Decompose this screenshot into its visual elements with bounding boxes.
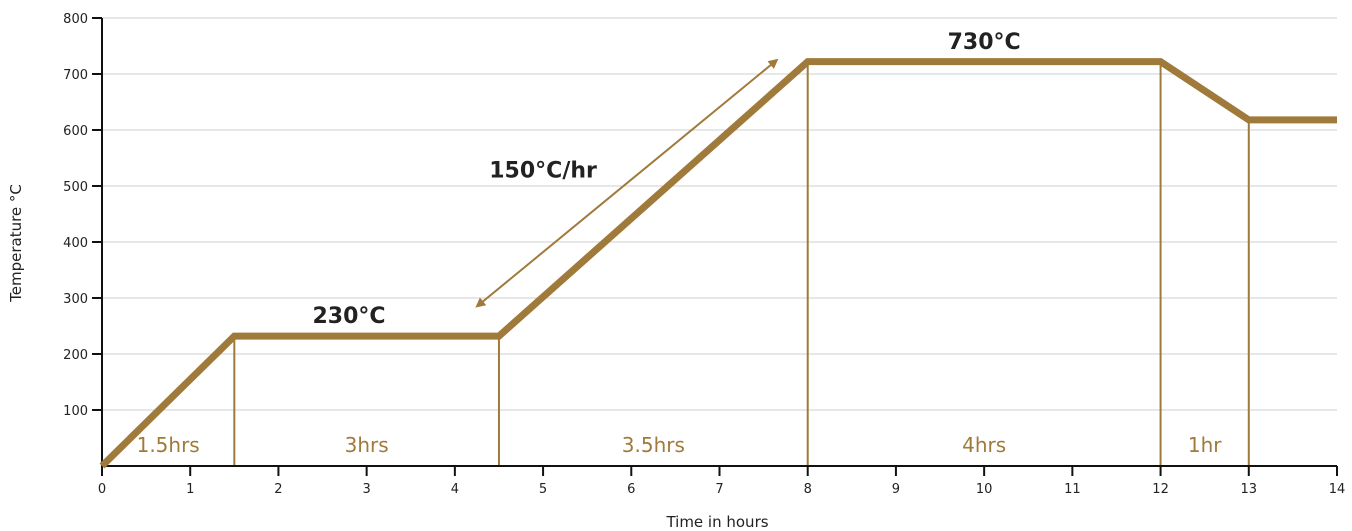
y-tick-label-100: 100 xyxy=(63,404,88,419)
x-tick-label-8: 8 xyxy=(804,482,812,497)
x-tick-label-5: 5 xyxy=(539,482,547,497)
phase-label-1: 3hrs xyxy=(345,433,389,457)
y-tick-label-200: 200 xyxy=(63,348,88,363)
phase-label-0: 1.5hrs xyxy=(137,433,200,457)
x-tick-label-3: 3 xyxy=(363,482,371,497)
y-tick-label-600: 600 xyxy=(63,124,88,139)
temp-label-low: 230°C xyxy=(312,304,385,329)
rate-arrow xyxy=(475,58,779,308)
x-tick-label-11: 11 xyxy=(1064,482,1081,497)
x-tick-label-6: 6 xyxy=(627,482,635,497)
x-tick-label-1: 1 xyxy=(186,482,194,497)
labels: 1.5hrs 3hrs 3.5hrs 4hrs 1hr 230°C 730°C 150°C/h… xyxy=(137,30,1223,457)
x-tick-label-9: 9 xyxy=(892,482,900,497)
x-tick-label-4: 4 xyxy=(451,482,459,497)
x-tick-label-12: 12 xyxy=(1152,482,1169,497)
phase-dividers xyxy=(233,61,1250,466)
y-tick-label-700: 700 xyxy=(63,68,88,83)
x-tick-label-7: 7 xyxy=(715,482,723,497)
y-tick-label-800: 800 xyxy=(63,12,88,27)
y-tick-label-400: 400 xyxy=(63,236,88,251)
x-tick-label-14: 14 xyxy=(1329,482,1346,497)
rate-label: 150°C/hr xyxy=(489,159,597,184)
y-tick-label-300: 300 xyxy=(63,292,88,307)
phase-label-3: 4hrs xyxy=(962,433,1006,457)
phase-label-4: 1hr xyxy=(1188,433,1222,457)
gridlines xyxy=(102,17,1337,411)
x-tick-label-10: 10 xyxy=(976,482,993,497)
x-tick-label-0: 0 xyxy=(98,482,106,497)
x-tick-label-13: 13 xyxy=(1241,482,1258,497)
y-axis-title: Temperature °C xyxy=(7,184,25,303)
x-tick-label-2: 2 xyxy=(274,482,282,497)
temp-label-high: 730°C xyxy=(948,30,1021,55)
phase-label-2: 3.5hrs xyxy=(622,433,685,457)
y-tick-label-500: 500 xyxy=(63,180,88,195)
temperature-line xyxy=(99,58,1337,469)
temperature-series xyxy=(99,58,1337,469)
x-axis-title: Time in hours xyxy=(665,513,768,531)
